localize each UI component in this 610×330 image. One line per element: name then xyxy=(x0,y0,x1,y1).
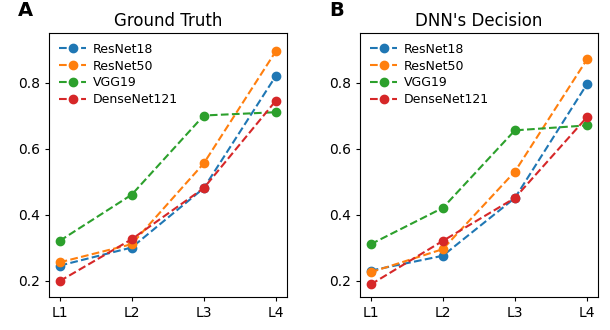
DenseNet121 xyxy=(583,115,590,119)
Legend: ResNet18, ResNet50, VGG19, DenseNet121: ResNet18, ResNet50, VGG19, DenseNet121 xyxy=(55,39,181,110)
ResNet50 xyxy=(128,242,135,246)
DenseNet121 xyxy=(367,282,375,286)
Text: A: A xyxy=(18,1,34,20)
Line: DenseNet121: DenseNet121 xyxy=(56,96,280,285)
VGG19 xyxy=(511,128,518,132)
Line: VGG19: VGG19 xyxy=(56,108,280,245)
VGG19 xyxy=(583,123,590,127)
VGG19 xyxy=(367,242,375,246)
Text: B: B xyxy=(329,1,344,20)
VGG19 xyxy=(128,193,135,197)
ResNet50 xyxy=(439,247,447,251)
Title: DNN's Decision: DNN's Decision xyxy=(415,12,542,30)
DenseNet121 xyxy=(511,196,518,200)
DenseNet121 xyxy=(56,279,63,283)
ResNet18 xyxy=(439,254,447,258)
ResNet18 xyxy=(128,246,135,249)
VGG19 xyxy=(200,114,207,117)
ResNet18 xyxy=(200,186,207,190)
ResNet50 xyxy=(367,270,375,274)
ResNet50 xyxy=(200,161,207,165)
ResNet18 xyxy=(367,269,375,273)
ResNet18 xyxy=(583,82,590,86)
Line: VGG19: VGG19 xyxy=(367,121,591,248)
Line: ResNet18: ResNet18 xyxy=(367,80,591,275)
DenseNet121 xyxy=(272,99,279,103)
ResNet50 xyxy=(583,57,590,61)
Line: DenseNet121: DenseNet121 xyxy=(367,113,591,289)
Legend: ResNet18, ResNet50, VGG19, DenseNet121: ResNet18, ResNet50, VGG19, DenseNet121 xyxy=(366,39,492,110)
ResNet18 xyxy=(56,264,63,268)
Title: Ground Truth: Ground Truth xyxy=(113,12,222,30)
DenseNet121 xyxy=(200,186,207,190)
ResNet18 xyxy=(511,196,518,200)
Line: ResNet50: ResNet50 xyxy=(56,47,280,267)
Line: ResNet18: ResNet18 xyxy=(56,72,280,270)
DenseNet121 xyxy=(128,237,135,241)
ResNet50 xyxy=(272,49,279,53)
DenseNet121 xyxy=(439,239,447,243)
VGG19 xyxy=(56,239,63,243)
ResNet50 xyxy=(56,260,63,264)
ResNet18 xyxy=(272,74,279,78)
VGG19 xyxy=(272,110,279,114)
VGG19 xyxy=(439,206,447,210)
Line: ResNet50: ResNet50 xyxy=(367,55,591,277)
ResNet50 xyxy=(511,170,518,174)
